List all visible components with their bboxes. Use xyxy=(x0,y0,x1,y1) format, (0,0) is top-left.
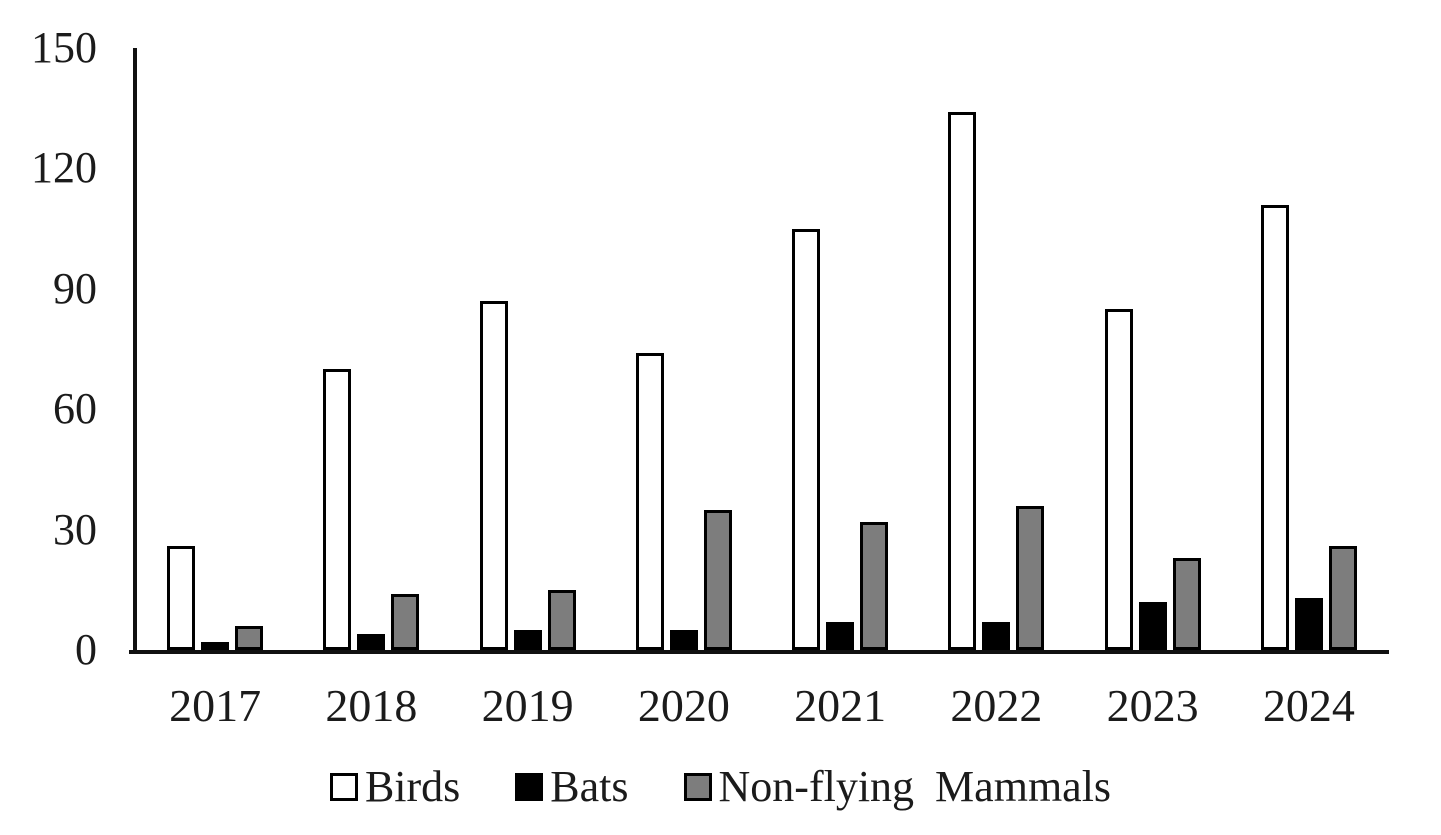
bar-group-2021 xyxy=(762,48,918,650)
y-tick-label-120: 120 xyxy=(31,143,97,193)
bar-bats-2018 xyxy=(357,634,386,650)
bar-non-flying-mammals-2020 xyxy=(703,510,732,650)
chart-legend: Birds Bats Non-flying Mammals xyxy=(0,762,1441,812)
y-axis-line xyxy=(133,48,137,652)
bar-group-2024 xyxy=(1231,48,1387,650)
bar-bats-2022 xyxy=(982,622,1011,650)
bar-non-flying-mammals-2019 xyxy=(547,590,576,650)
legend-swatch-bats xyxy=(515,773,544,801)
bar-group-2017 xyxy=(137,48,293,650)
bar-birds-2022 xyxy=(948,112,977,650)
bar-bats-2021 xyxy=(826,622,855,650)
bar-bats-2017 xyxy=(201,642,230,650)
bar-birds-2018 xyxy=(323,369,352,650)
bar-birds-2017 xyxy=(167,546,196,650)
x-axis-labels: 2017 2018 2019 2020 2021 2022 2023 2024 xyxy=(137,680,1387,732)
y-tick-label-90: 90 xyxy=(53,263,97,313)
bar-bats-2019 xyxy=(513,630,542,650)
legend-swatch-birds xyxy=(329,773,358,801)
x-tick-label-2018: 2018 xyxy=(325,680,418,731)
x-tick-label-2024: 2024 xyxy=(1262,680,1355,731)
bar-non-flying-mammals-2022 xyxy=(1016,506,1045,650)
legend-label-bats: Bats xyxy=(550,762,629,811)
y-tick-label-150: 150 xyxy=(31,23,97,72)
x-tick-label-2019: 2019 xyxy=(481,680,574,731)
bar-group-2018 xyxy=(293,48,449,650)
bar-bats-2024 xyxy=(1294,598,1323,650)
bar-birds-2024 xyxy=(1260,205,1289,650)
bar-non-flying-mammals-2018 xyxy=(391,594,420,650)
bar-group-2023 xyxy=(1075,48,1231,650)
x-tick-label-2023: 2023 xyxy=(1106,680,1199,731)
bar-non-flying-mammals-2021 xyxy=(860,522,889,650)
x-axis-line xyxy=(129,650,1389,654)
x-tick-label-2021: 2021 xyxy=(794,680,887,731)
bar-group-2020 xyxy=(606,48,762,650)
legend-label-birds: Birds xyxy=(364,762,461,811)
x-tick-label-2020: 2020 xyxy=(637,680,730,731)
legend-label-non-flying-mammals: Non-flying Mammals xyxy=(718,762,1112,811)
y-tick-label-0: 0 xyxy=(75,625,97,674)
bar-birds-2020 xyxy=(635,353,664,650)
legend-item-bats: Bats xyxy=(515,762,629,812)
y-axis-tick-labels: 0 30 60 90 120 150 xyxy=(0,0,97,835)
legend-item-non-flying-mammals: Non-flying Mammals xyxy=(683,762,1112,812)
bar-non-flying-mammals-2023 xyxy=(1172,558,1201,650)
bar-birds-2019 xyxy=(479,301,508,650)
bar-birds-2021 xyxy=(792,229,821,650)
legend-item-birds: Birds xyxy=(329,762,461,812)
legend-swatch-non-flying-mammals xyxy=(683,773,712,801)
x-tick-label-2017: 2017 xyxy=(169,680,262,731)
y-tick-label-60: 60 xyxy=(53,384,97,434)
bar-group-2022 xyxy=(918,48,1074,650)
bar-bats-2020 xyxy=(669,630,698,650)
bar-non-flying-mammals-2024 xyxy=(1328,546,1357,650)
y-tick-label-30: 30 xyxy=(53,504,97,554)
x-tick-label-2022: 2022 xyxy=(950,680,1043,731)
bar-birds-2023 xyxy=(1104,309,1133,650)
bar-non-flying-mammals-2017 xyxy=(235,626,264,650)
bar-bats-2023 xyxy=(1138,602,1167,650)
bar-group-2019 xyxy=(450,48,606,650)
plot-area xyxy=(137,48,1387,650)
